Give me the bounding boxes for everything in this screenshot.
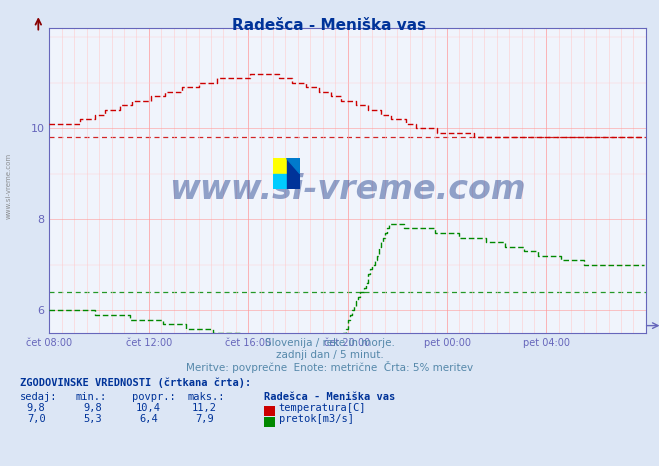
Text: povpr.:: povpr.: [132, 392, 175, 402]
Bar [273, 174, 287, 189]
Text: Radešca - Meniška vas: Radešca - Meniška vas [264, 392, 395, 402]
Text: Radešca - Meniška vas: Radešca - Meniška vas [233, 18, 426, 33]
Text: 6,4: 6,4 [139, 414, 158, 424]
Text: ZGODOVINSKE VREDNOSTI (črtkana črta):: ZGODOVINSKE VREDNOSTI (črtkana črta): [20, 377, 251, 388]
Text: 7,0: 7,0 [27, 414, 45, 424]
Text: pretok[m3/s]: pretok[m3/s] [279, 414, 354, 424]
Text: min.:: min.: [76, 392, 107, 402]
Text: Meritve: povprečne  Enote: metrične  Črta: 5% meritev: Meritve: povprečne Enote: metrične Črta:… [186, 361, 473, 373]
Bar [273, 158, 287, 174]
Bar [287, 158, 300, 189]
Text: 9,8: 9,8 [83, 403, 101, 413]
Text: sedaj:: sedaj: [20, 392, 57, 402]
Text: maks.:: maks.: [188, 392, 225, 402]
Text: 7,9: 7,9 [195, 414, 214, 424]
Text: www.si-vreme.com: www.si-vreme.com [5, 153, 11, 219]
Text: temperatura[C]: temperatura[C] [279, 403, 366, 413]
Text: Slovenija / reke in morje.: Slovenija / reke in morje. [264, 338, 395, 348]
Polygon shape [287, 158, 300, 174]
Text: 9,8: 9,8 [27, 403, 45, 413]
Text: 10,4: 10,4 [136, 403, 161, 413]
Text: www.si-vreme.com: www.si-vreme.com [169, 173, 526, 206]
Text: 11,2: 11,2 [192, 403, 217, 413]
Text: 5,3: 5,3 [83, 414, 101, 424]
Text: zadnji dan / 5 minut.: zadnji dan / 5 minut. [275, 350, 384, 359]
